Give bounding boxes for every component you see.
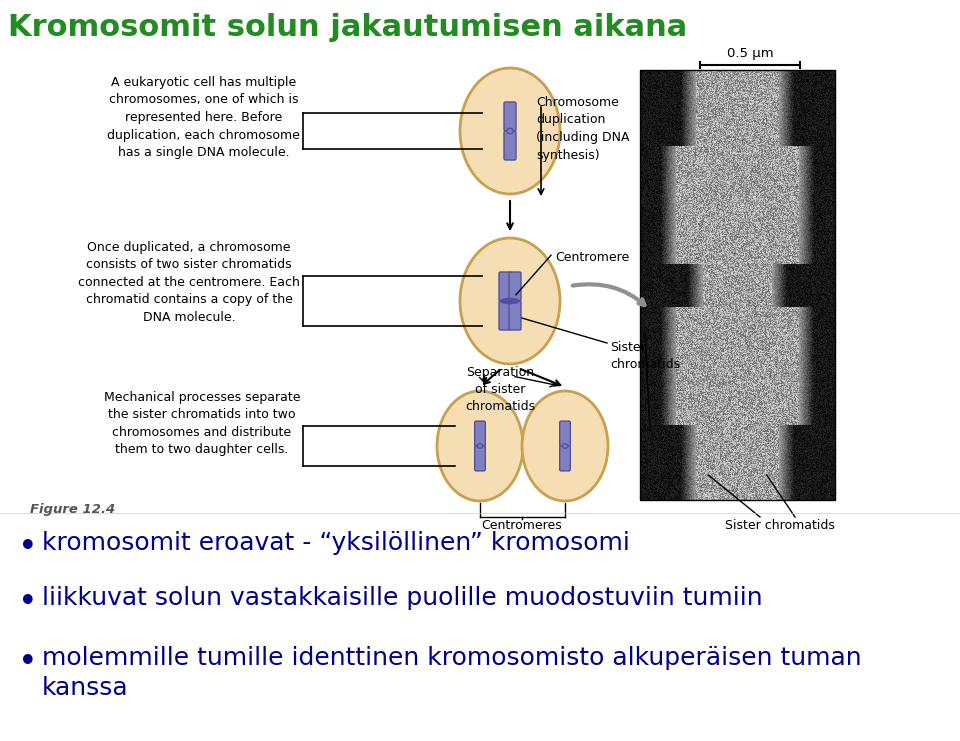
- Text: Once duplicated, a chromosome
consists of two sister chromatids
connected at the: Once duplicated, a chromosome consists o…: [78, 241, 300, 324]
- Ellipse shape: [522, 391, 608, 501]
- Text: Kromosomit solun jakautumisen aikana: Kromosomit solun jakautumisen aikana: [8, 13, 687, 42]
- FancyBboxPatch shape: [474, 421, 486, 446]
- Text: Mechanical processes separate
the sister chromatids into two
chromosomes and dis: Mechanical processes separate the sister…: [104, 391, 300, 456]
- Text: •: •: [18, 646, 37, 679]
- Text: Centromeres: Centromeres: [482, 519, 563, 532]
- FancyBboxPatch shape: [499, 272, 511, 301]
- Text: •: •: [18, 586, 37, 619]
- Bar: [640, 70, 835, 500]
- Text: molemmille tumille identtinen kromosomisto alkuperäisen tuman
kanssa: molemmille tumille identtinen kromosomis…: [42, 646, 862, 700]
- Text: Centromere: Centromere: [555, 251, 629, 264]
- Text: Separation
of sister
chromatids: Separation of sister chromatids: [465, 366, 535, 413]
- Text: liikkuvat solun vastakkaisille puolille muodostuviin tumiin: liikkuvat solun vastakkaisille puolille …: [42, 586, 762, 610]
- Text: A eukaryotic cell has multiple
chromosomes, one of which is
represented here. Be: A eukaryotic cell has multiple chromosom…: [108, 76, 300, 159]
- FancyBboxPatch shape: [499, 301, 511, 330]
- FancyBboxPatch shape: [560, 446, 570, 471]
- FancyBboxPatch shape: [509, 272, 521, 301]
- Text: Chromosome
duplication
(including DNA
synthesis): Chromosome duplication (including DNA sy…: [536, 96, 630, 162]
- Ellipse shape: [437, 391, 523, 501]
- Ellipse shape: [563, 444, 567, 448]
- Ellipse shape: [460, 68, 560, 194]
- Ellipse shape: [500, 298, 519, 304]
- FancyBboxPatch shape: [474, 446, 486, 471]
- Text: Figure 12.4: Figure 12.4: [30, 503, 115, 516]
- FancyBboxPatch shape: [560, 421, 570, 446]
- Ellipse shape: [477, 444, 483, 448]
- Text: •: •: [18, 531, 37, 564]
- FancyBboxPatch shape: [504, 102, 516, 131]
- FancyBboxPatch shape: [509, 301, 521, 330]
- Ellipse shape: [507, 128, 514, 133]
- Text: 0.5 µm: 0.5 µm: [727, 47, 774, 60]
- FancyBboxPatch shape: [504, 131, 516, 160]
- Ellipse shape: [460, 238, 560, 364]
- Text: kromosomit eroavat - “yksilöllinen” kromosomi: kromosomit eroavat - “yksilöllinen” krom…: [42, 531, 630, 555]
- Text: Sister
chromatids: Sister chromatids: [610, 341, 680, 371]
- Text: Sister chromatids: Sister chromatids: [725, 519, 835, 532]
